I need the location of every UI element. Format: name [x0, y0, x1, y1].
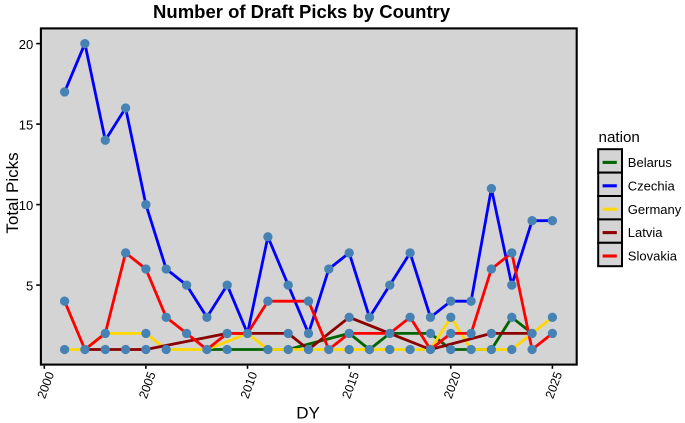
- svg-text:nation: nation: [599, 129, 640, 146]
- svg-text:Total Picks: Total Picks: [3, 152, 22, 233]
- svg-text:Latvia: Latvia: [628, 225, 663, 240]
- svg-text:DY: DY: [296, 403, 320, 422]
- svg-text:10: 10: [19, 198, 33, 213]
- svg-text:Number of Draft Picks by Count: Number of Draft Picks by Country: [153, 1, 451, 22]
- svg-text:Slovakia: Slovakia: [628, 249, 678, 264]
- svg-text:15: 15: [19, 117, 33, 132]
- svg-text:Germany: Germany: [628, 202, 682, 217]
- svg-text:Belarus: Belarus: [628, 155, 673, 170]
- svg-text:Czechia: Czechia: [628, 178, 676, 193]
- svg-text:5: 5: [26, 278, 33, 293]
- svg-text:20: 20: [19, 37, 33, 52]
